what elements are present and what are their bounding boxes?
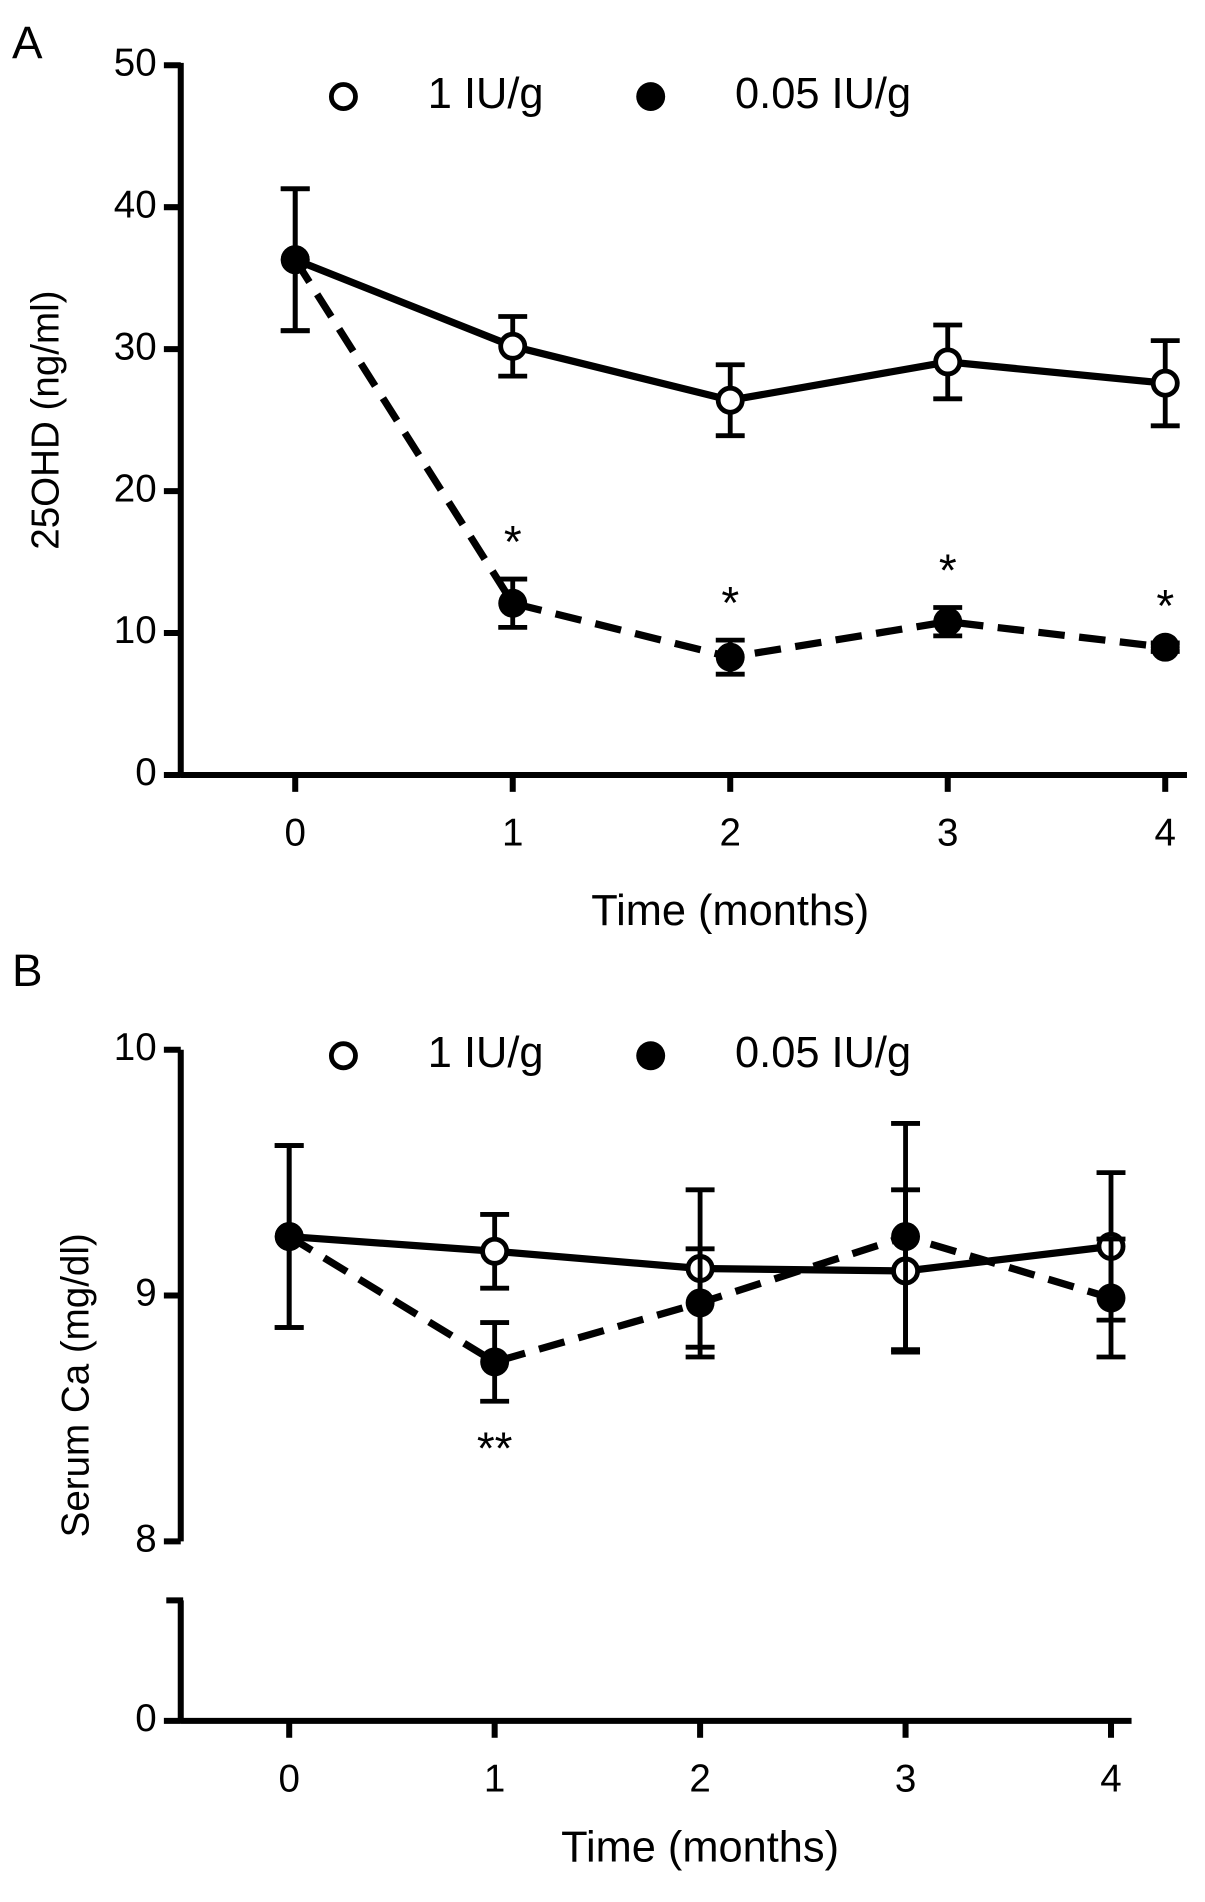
legend-marker: [636, 82, 666, 112]
legend-marker: [636, 1041, 666, 1071]
y-tick-label: 0: [135, 1697, 156, 1740]
data-point: [480, 1347, 510, 1377]
data-point: [274, 1222, 304, 1252]
x-tick-label: 3: [895, 1757, 916, 1800]
x-tick-label: 1: [502, 811, 523, 854]
legend-marker: [328, 82, 358, 112]
y-tick-label: 9: [135, 1272, 156, 1315]
data-point: [933, 347, 963, 377]
data-point: [280, 245, 310, 275]
data-point: [498, 588, 528, 618]
x-tick-label: 0: [278, 1757, 299, 1800]
x-tick-label: 4: [1100, 1757, 1121, 1800]
y-tick-label: 40: [114, 183, 157, 226]
x-tick-label: 2: [689, 1757, 710, 1800]
y-tick-label: 8: [135, 1518, 156, 1561]
x-tick-label: 3: [937, 811, 958, 854]
panel-label: A: [12, 17, 43, 68]
legend-label: 1 IU/g: [428, 70, 544, 118]
x-tick-label: 2: [720, 811, 741, 854]
legend-marker: [328, 1041, 358, 1071]
annotation: *: [721, 577, 739, 628]
panel-label: B: [12, 945, 43, 996]
legend-label: 1 IU/g: [428, 1029, 544, 1077]
legend-label: 0.05 IU/g: [735, 1029, 911, 1077]
annotation: **: [477, 1423, 513, 1474]
data-point: [715, 385, 745, 415]
x-axis-label: Time (months): [561, 1823, 839, 1871]
data-point: [480, 1236, 510, 1266]
data-point: [715, 642, 745, 672]
legend-label: 0.05 IU/g: [735, 70, 911, 118]
y-tick-label: 30: [114, 325, 157, 368]
x-tick-label: 4: [1155, 811, 1176, 854]
y-tick-label: 10: [114, 609, 157, 652]
data-point: [891, 1222, 921, 1252]
x-tick-label: 0: [284, 811, 305, 854]
x-axis-label: Time (months): [591, 887, 869, 935]
data-point: [933, 607, 963, 637]
y-axis-label: 25OHD (ng/ml): [24, 291, 67, 550]
annotation: *: [504, 516, 522, 567]
annotation: *: [1156, 580, 1174, 631]
data-point: [685, 1288, 715, 1318]
y-axis-label: Serum Ca (mg/dl): [55, 1233, 98, 1537]
data-point: [1150, 632, 1180, 662]
y-tick-label: 20: [114, 467, 157, 510]
y-tick-label: 0: [135, 751, 156, 794]
y-tick-label: 10: [114, 1026, 157, 1069]
data-point: [498, 331, 528, 361]
data-point: [1150, 368, 1180, 398]
data-point: [1096, 1283, 1126, 1313]
y-tick-label: 50: [114, 41, 157, 84]
x-tick-label: 1: [484, 1757, 505, 1800]
annotation: *: [939, 545, 957, 596]
